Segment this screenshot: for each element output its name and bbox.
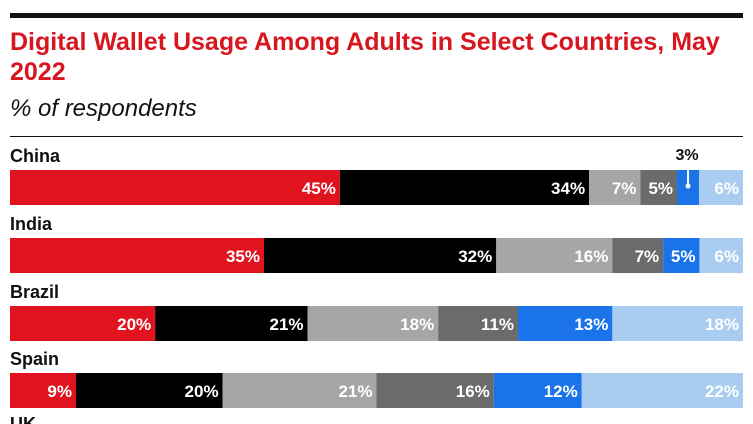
data-label-brazil-segment-1: 20% [117,315,151,334]
data-label-brazil-segment-5: 13% [574,315,608,334]
bar-china-segment-6 [699,170,743,205]
category-label-spain: Spain [10,349,59,369]
bar-brazil-segment-3 [307,306,439,341]
bar-china-segment-3 [589,170,641,205]
data-label-brazil-segment-2: 21% [270,315,304,334]
chart-title: Digital Wallet Usage Among Adults in Sel… [10,28,720,86]
data-label-brazil-segment-6: 18% [705,315,739,334]
bar-spain-segment-3 [222,373,377,408]
data-label-china-segment-1: 45% [302,179,336,198]
data-label-spain-segment-3: 21% [338,382,372,401]
bar-spain-segment-5 [493,373,582,408]
bar-india-segment-4 [612,238,664,273]
data-label-india-segment-1: 35% [226,247,260,266]
data-label-china-segment-2: 34% [551,179,585,198]
chart-subtitle: % of respondents [10,95,197,122]
bar-china-segment-4 [640,170,678,205]
bar-china-segment-1 [10,170,340,205]
data-label-china-segment-3: 7% [612,179,637,198]
bar-brazil-segment-4 [438,306,519,341]
data-label-brazil-segment-3: 18% [400,315,434,334]
top-rule [10,13,743,18]
data-label-india-segment-5: 5% [671,247,696,266]
data-label-spain-segment-4: 16% [456,382,490,401]
data-label-spain-segment-1: 9% [47,382,72,401]
data-label-china-segment-5: 3% [675,147,698,164]
data-label-china-segment-4: 5% [648,179,673,198]
data-label-spain-segment-5: 12% [544,382,578,401]
bar-spain-segment-2 [75,373,223,408]
data-label-india-segment-6: 6% [714,247,739,266]
bar-spain-segment-4 [376,373,494,408]
bar-india-segment-1 [10,238,265,273]
bar-brazil-segment-1 [10,306,156,341]
bar-spain-segment-1 [10,373,76,408]
data-label-spain-segment-6: 22% [705,382,739,401]
bar-india-segment-5 [663,238,700,273]
bar-india-segment-2 [264,238,497,273]
category-label-brazil: Brazil [10,282,59,302]
category-label-china: China [10,146,61,166]
callout-dot [685,183,691,189]
data-label-india-segment-2: 32% [458,247,492,266]
bar-india-segment-3 [496,238,613,273]
data-label-china-segment-6: 6% [714,179,739,198]
bar-india-segment-6 [699,238,743,273]
data-label-india-segment-4: 7% [635,247,660,266]
bar-china-segment-2 [339,170,590,205]
header-divider [10,136,743,137]
data-label-spain-segment-2: 20% [185,382,219,401]
category-label-india: India [10,214,53,234]
category-label-uk: UK [10,414,36,424]
bar-brazil-segment-6 [612,306,743,341]
bar-spain-segment-6 [581,373,743,408]
data-label-india-segment-3: 16% [574,247,608,266]
data-label-brazil-segment-4: 11% [481,315,514,334]
bar-brazil-segment-5 [518,306,613,341]
bar-brazil-segment-2 [155,306,308,341]
